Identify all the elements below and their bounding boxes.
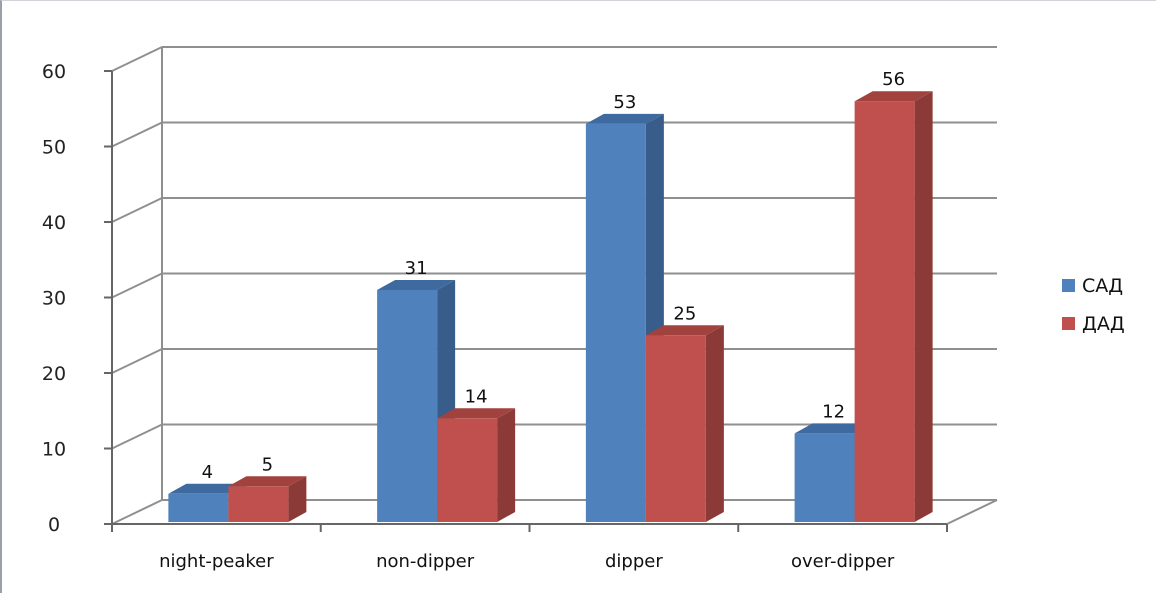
bar-top: [168, 483, 247, 494]
y-tick-label: 50: [42, 137, 66, 159]
category-label: non-dipper: [376, 551, 475, 572]
bar-top: [437, 408, 516, 419]
bar-front: [437, 418, 498, 522]
floor-right-edge: [946, 499, 998, 525]
legend: САД ДАД: [1062, 275, 1125, 335]
gridline-diag: [111, 499, 163, 525]
data-label: 14: [465, 386, 488, 407]
bar-front: [645, 335, 706, 522]
legend-entry: ДАД: [1082, 313, 1125, 335]
bar-side: [288, 476, 307, 522]
y-tick-label: 60: [42, 61, 66, 83]
bar-side: [497, 408, 516, 522]
bar-front: [585, 123, 646, 522]
gridline-diag: [111, 423, 163, 450]
bar-top: [645, 325, 724, 336]
gridline-diag: [111, 272, 163, 299]
bar-front: [854, 101, 915, 522]
gridline-diag: [111, 121, 163, 148]
category-label: night-peaker: [159, 551, 274, 572]
bar-side: [705, 325, 724, 522]
bar-front: [377, 289, 438, 522]
gridline-diag: [111, 348, 163, 374]
y-tick-label: 10: [42, 439, 66, 461]
data-label: 53: [613, 92, 636, 113]
y-tick-label: 40: [42, 212, 66, 234]
bar-top: [228, 476, 307, 487]
bar-top: [794, 423, 873, 434]
data-label: 4: [202, 462, 213, 483]
gridline-diag: [111, 46, 163, 72]
y-tick-label: 30: [42, 288, 66, 310]
bar-top: [377, 279, 456, 290]
bar: [645, 325, 724, 522]
legend-swatch: [1062, 279, 1075, 292]
bar-front: [794, 433, 855, 522]
bar: [585, 113, 664, 522]
data-labels: 4 5 31 14 53 25 12 56: [202, 69, 905, 483]
bar-top: [585, 113, 664, 124]
bar: [854, 91, 933, 522]
bar-top: [854, 91, 933, 102]
bar: [437, 408, 516, 522]
legend-entry: САД: [1082, 275, 1123, 297]
legend-swatch: [1062, 317, 1075, 330]
axes: 0 10 20 30 40 50 60 night-peaker non-dipper dippe…: [42, 61, 998, 572]
y-tick-label: 20: [42, 363, 66, 385]
data-label: 56: [882, 69, 905, 90]
bars: [168, 91, 933, 522]
data-label: 12: [822, 401, 845, 422]
y-tick-label: 0: [48, 514, 60, 536]
bar-front: [228, 486, 289, 522]
bar-side: [914, 91, 933, 522]
gridline-diag: [111, 197, 163, 223]
bar-front: [168, 493, 229, 522]
data-label: 25: [673, 303, 696, 324]
data-label: 5: [262, 454, 273, 475]
bar: [228, 476, 307, 522]
category-label: dipper: [605, 551, 663, 572]
data-label: 31: [405, 258, 428, 279]
category-label: over-dipper: [791, 551, 895, 572]
